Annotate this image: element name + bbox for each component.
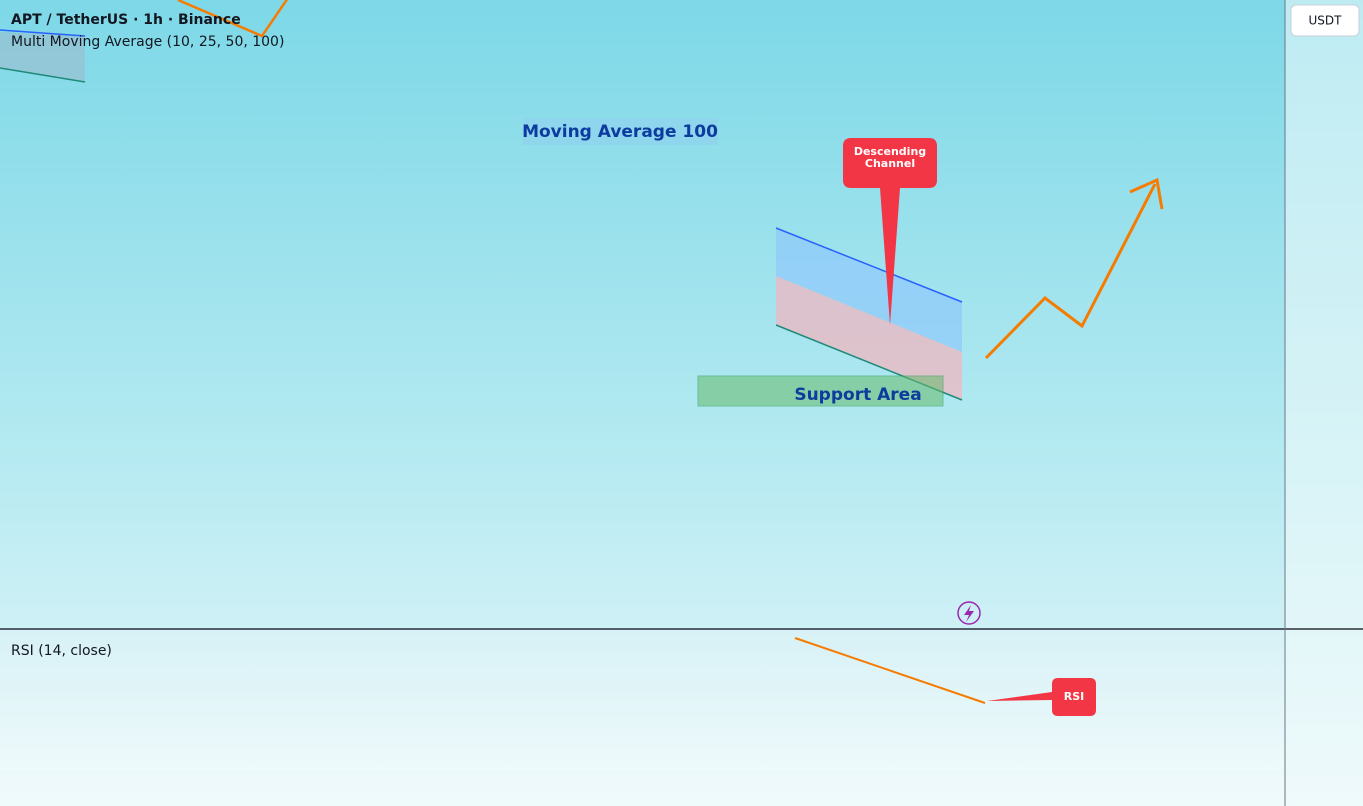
chart-subtitle: Multi Moving Average (10, 25, 50, 100) <box>11 34 284 50</box>
support-label: Support Area <box>794 385 921 405</box>
channel-callout-text: Descending Channel <box>853 146 927 170</box>
rsi-title: RSI (14, close) <box>11 643 112 659</box>
rsi-divergence <box>794 637 986 704</box>
callout-box: Descending Channel <box>853 146 927 170</box>
channel-top <box>775 227 963 303</box>
price-axis <box>1285 0 1363 806</box>
rsi-callout <box>987 678 1096 716</box>
old-channel-line <box>0 67 86 83</box>
channel-lower <box>776 276 962 400</box>
forecast-arrow <box>1129 177 1164 210</box>
alert-icon[interactable] <box>957 601 981 625</box>
ma-label: Moving Average 100 <box>522 122 718 142</box>
currency-button[interactable] <box>1290 4 1360 37</box>
ma-label-bg <box>523 118 718 145</box>
rsi-callout-text: RSI <box>1064 690 1085 703</box>
old-channel <box>0 32 85 82</box>
channel-callout <box>843 138 937 325</box>
support-area <box>697 375 944 407</box>
forecast-path <box>984 183 1157 360</box>
projection-line <box>177 0 289 38</box>
time-axis <box>0 770 1285 806</box>
currency-label: USDT <box>1309 14 1343 28</box>
alert-bolt <box>964 605 974 622</box>
channel-upper <box>776 228 962 352</box>
main-pane <box>0 0 963 407</box>
chart-title: APT / TetherUS · 1h · Binance <box>11 12 241 28</box>
old-channel-line <box>0 29 86 37</box>
